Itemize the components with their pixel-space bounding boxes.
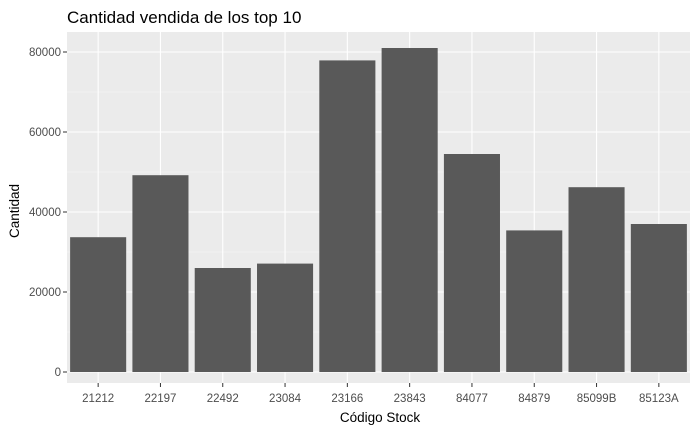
y-tick-label: 40000 [29,207,61,219]
x-tick-label: 85099B [577,393,617,405]
y-axis-ticks: 0 20000 40000 60000 80000 [29,47,67,379]
x-tick-label: 22492 [207,393,239,405]
bar-84879 [506,230,563,372]
bar-84077 [443,154,500,372]
x-tick-label: 23843 [394,393,426,405]
x-tick-label: 23084 [269,393,302,405]
x-tick-label: 23166 [331,393,363,405]
bar-22492 [194,268,251,372]
x-axis-ticks: 21212 22197 22492 23084 23166 23843 84077 84879… [82,383,679,405]
x-tick-label: 21212 [82,393,114,405]
x-tick-label: 84879 [518,393,550,405]
bars [70,48,687,373]
bar-85099B [568,187,625,372]
x-tick-label: 84077 [456,393,488,405]
bar-22197 [132,175,189,372]
chart-title: Cantidad vendida de los top 10 [67,8,301,27]
y-tick-label: 60000 [29,127,61,139]
bar-23843 [381,48,438,372]
y-tick-label: 0 [55,367,61,379]
x-tick-label: 85123A [639,393,679,405]
y-axis-title: Cantidad [7,184,22,238]
y-tick-label: 20000 [29,287,61,299]
bar-23166 [319,60,376,373]
bar-21212 [70,237,127,372]
x-axis-title: Código Stock [340,410,421,425]
x-tick-label: 22197 [144,393,176,405]
bar-85123A [630,224,687,372]
bar-23084 [257,263,314,372]
y-tick-label: 80000 [29,47,61,59]
